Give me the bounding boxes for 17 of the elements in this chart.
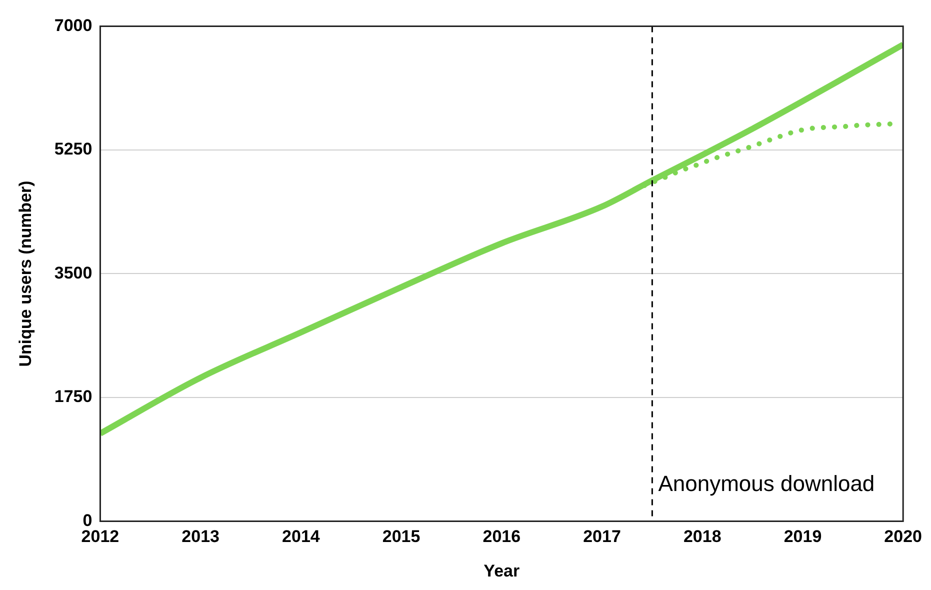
x-tick-label: 2016: [482, 527, 521, 546]
y-axis-title: Unique users (number): [16, 180, 35, 367]
y-tick-label: 7000: [54, 16, 92, 35]
x-tick-label: 2017: [583, 527, 621, 546]
x-tick-label: 2020: [884, 527, 922, 546]
y-tick-label: 5250: [54, 140, 92, 159]
y-tick-label: 3500: [54, 263, 92, 282]
x-axis-title: Year: [484, 561, 520, 580]
y-tick-label: 1750: [54, 387, 92, 406]
x-tick-label: 2014: [282, 527, 320, 546]
x-tick-label: 2015: [382, 527, 420, 546]
x-tick-label: 2018: [683, 527, 722, 546]
x-tick-label: 2012: [81, 527, 120, 546]
x-tick-label: 2019: [784, 527, 822, 546]
x-tick-label: 2013: [182, 527, 220, 546]
y-tick-label: 0: [82, 510, 92, 530]
ref-line-label: Anonymous download: [658, 471, 875, 496]
